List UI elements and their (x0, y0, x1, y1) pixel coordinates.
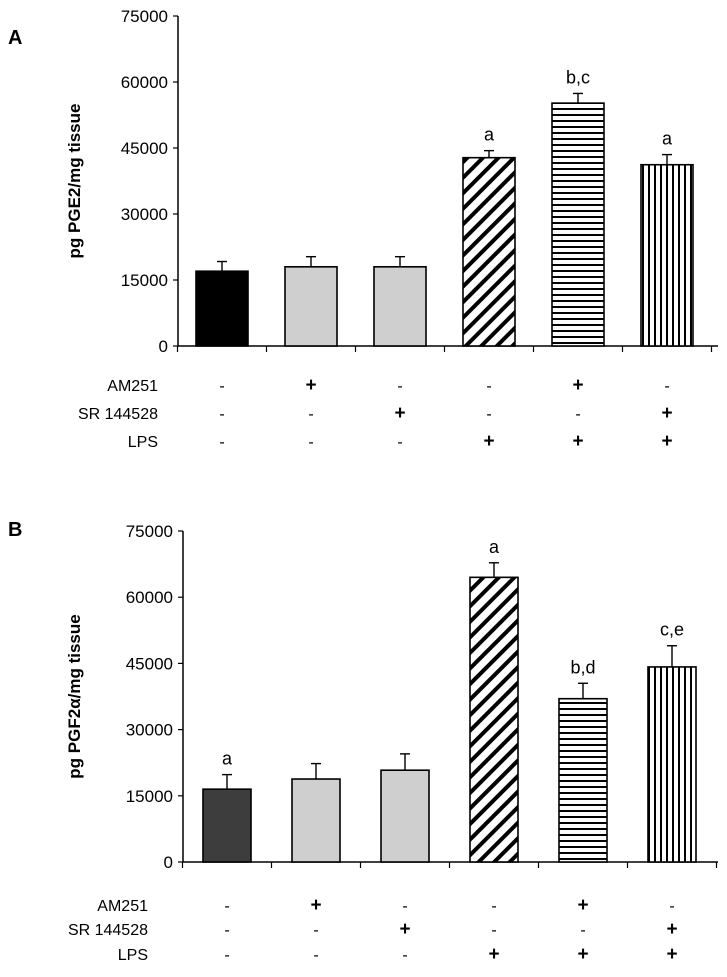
treatment-sign: + (488, 944, 499, 965)
bar (469, 576, 519, 863)
treatment-sign: - (224, 922, 229, 939)
y-axis-label: pg PGF2α/mg tissue (65, 614, 84, 778)
treatment-sign: - (491, 922, 496, 939)
treatment-sign: + (305, 375, 316, 396)
treatment-sign: - (219, 434, 224, 451)
y-tick-label: 15000 (126, 787, 173, 806)
bar (202, 788, 252, 863)
bar (373, 265, 427, 347)
significance-label: a (489, 537, 500, 557)
treatment-sign: - (580, 922, 585, 939)
bar (380, 769, 430, 863)
bar (640, 163, 694, 347)
y-tick-label: 0 (164, 853, 173, 872)
y-tick-label: 75000 (121, 7, 168, 26)
treatment-sign: - (224, 947, 229, 964)
y-tick-label: 30000 (121, 205, 168, 224)
bar (291, 778, 341, 863)
significance-label: a (222, 749, 233, 769)
treatment-sign: - (308, 406, 313, 423)
treatment-sign: - (486, 406, 491, 423)
treatment-sign: - (397, 434, 402, 451)
treatment-sign: + (310, 895, 321, 916)
treatment-row-label: AM251 (107, 378, 158, 395)
treatment-sign: - (402, 947, 407, 964)
bar (647, 666, 697, 863)
treatment-sign: - (397, 378, 402, 395)
treatment-sign: + (666, 919, 677, 940)
treatment-sign: + (394, 403, 405, 424)
panel-letter: A (8, 27, 22, 49)
y-tick-label: 30000 (126, 721, 173, 740)
treatment-sign: + (666, 944, 677, 965)
significance-label: a (662, 129, 673, 149)
y-tick-label: 45000 (126, 654, 173, 673)
significance-label: c,e (660, 620, 684, 640)
treatment-row-label: SR 144528 (78, 406, 158, 423)
y-tick-label: 45000 (121, 139, 168, 158)
treatment-sign: + (577, 895, 588, 916)
treatment-sign: - (486, 378, 491, 395)
treatment-sign: - (664, 378, 669, 395)
bar (195, 270, 249, 347)
treatment-sign: + (661, 403, 672, 424)
treatment-sign: - (491, 898, 496, 915)
treatment-sign: - (313, 947, 318, 964)
significance-label: b,d (570, 657, 595, 677)
panel-letter: B (8, 519, 22, 541)
treatment-sign: - (308, 434, 313, 451)
treatment-sign: - (224, 898, 229, 915)
y-tick-label: 60000 (126, 588, 173, 607)
y-tick-label: 15000 (121, 271, 168, 290)
treatment-row-label: SR 144528 (68, 922, 148, 939)
panel-b: B 75000 60000 45000 30000 15000 0 pg PGF2α/mg t… (8, 519, 718, 965)
y-tick-label: 75000 (126, 522, 173, 541)
treatment-sign: - (575, 406, 580, 423)
significance-label: b,c (566, 67, 590, 87)
treatment-sign: - (669, 898, 674, 915)
bar (558, 697, 608, 863)
treatment-sign: - (402, 898, 407, 915)
treatment-sign: - (219, 406, 224, 423)
treatment-sign: - (219, 378, 224, 395)
bar (462, 156, 516, 347)
treatment-row-label: LPS (118, 947, 148, 964)
treatment-row-label: LPS (128, 434, 158, 451)
y-tick-label: 60000 (121, 73, 168, 92)
treatment-sign: + (572, 431, 583, 452)
treatment-sign: + (483, 431, 494, 452)
treatment-sign: + (399, 919, 410, 940)
treatment-sign: + (572, 375, 583, 396)
bar (284, 265, 338, 347)
y-axis-label: pg PGE2/mg tissue (65, 104, 84, 259)
treatment-row-label: AM251 (97, 898, 148, 915)
treatment-sign: + (661, 431, 672, 452)
treatment-sign: + (577, 944, 588, 965)
treatment-sign: - (313, 922, 318, 939)
y-tick-label: 0 (159, 337, 168, 356)
significance-label: a (484, 125, 495, 145)
bar (551, 102, 605, 347)
panel-a: A 75000 60000 45000 30000 15000 0 pg PGE2/mg ti… (8, 7, 718, 452)
